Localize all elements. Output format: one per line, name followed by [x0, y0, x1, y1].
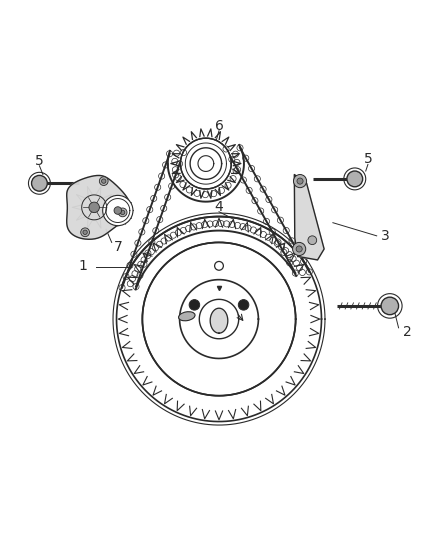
Circle shape — [120, 210, 125, 215]
Circle shape — [32, 175, 47, 191]
Circle shape — [114, 207, 122, 214]
Text: 2: 2 — [403, 325, 412, 339]
Circle shape — [99, 177, 108, 185]
Circle shape — [81, 228, 89, 237]
Ellipse shape — [179, 312, 195, 321]
Circle shape — [293, 243, 306, 255]
Text: 5: 5 — [35, 155, 44, 168]
Circle shape — [118, 208, 127, 217]
Polygon shape — [210, 308, 228, 333]
Circle shape — [347, 171, 363, 187]
Circle shape — [83, 230, 87, 235]
Text: 3: 3 — [381, 229, 390, 243]
Circle shape — [102, 196, 133, 225]
Text: 7: 7 — [114, 240, 123, 254]
Circle shape — [293, 174, 307, 188]
Text: 6: 6 — [215, 119, 223, 133]
Circle shape — [215, 262, 223, 270]
Circle shape — [308, 236, 317, 245]
Circle shape — [297, 178, 303, 184]
Circle shape — [102, 179, 106, 183]
Text: 5: 5 — [364, 152, 372, 166]
Polygon shape — [67, 175, 131, 239]
Circle shape — [238, 300, 249, 310]
Circle shape — [89, 202, 99, 213]
Circle shape — [296, 246, 302, 252]
Text: 1: 1 — [79, 260, 88, 273]
Circle shape — [180, 138, 231, 189]
Circle shape — [381, 297, 399, 314]
Text: 4: 4 — [215, 200, 223, 214]
Polygon shape — [294, 174, 324, 260]
Circle shape — [189, 300, 200, 310]
Circle shape — [142, 243, 296, 395]
